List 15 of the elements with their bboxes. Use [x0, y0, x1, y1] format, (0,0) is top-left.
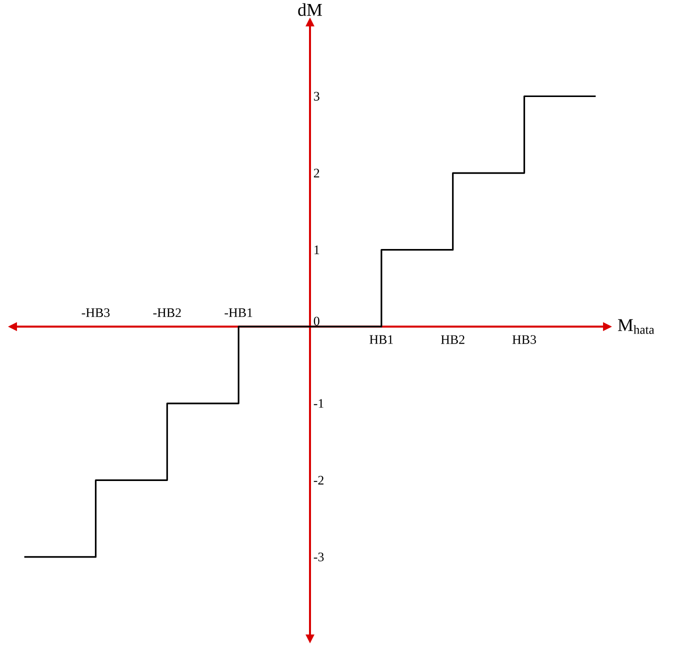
- y-axis-title: dM: [298, 3, 322, 16]
- y-tick-label: -3: [314, 552, 324, 562]
- x-tick-label: -HB1: [224, 308, 252, 317]
- x-axis-title: M$_{hata}$: [618, 319, 654, 334]
- y-tick-label: -2: [314, 476, 324, 484]
- y-tick-label: -1: [314, 398, 324, 408]
- x-tick-label: HB3: [512, 335, 536, 344]
- x-tick-label: HB2: [440, 335, 464, 344]
- y-tick-label: 0: [314, 316, 320, 326]
- y-tick-label: 3: [314, 92, 320, 100]
- y-tick-label: 1: [314, 245, 320, 254]
- x-tick-label: HB1: [370, 335, 393, 344]
- x-tick-label: -HB3: [82, 308, 110, 317]
- x-tick-label: -HB2: [153, 308, 181, 317]
- y-tick-label: 2: [314, 168, 320, 178]
